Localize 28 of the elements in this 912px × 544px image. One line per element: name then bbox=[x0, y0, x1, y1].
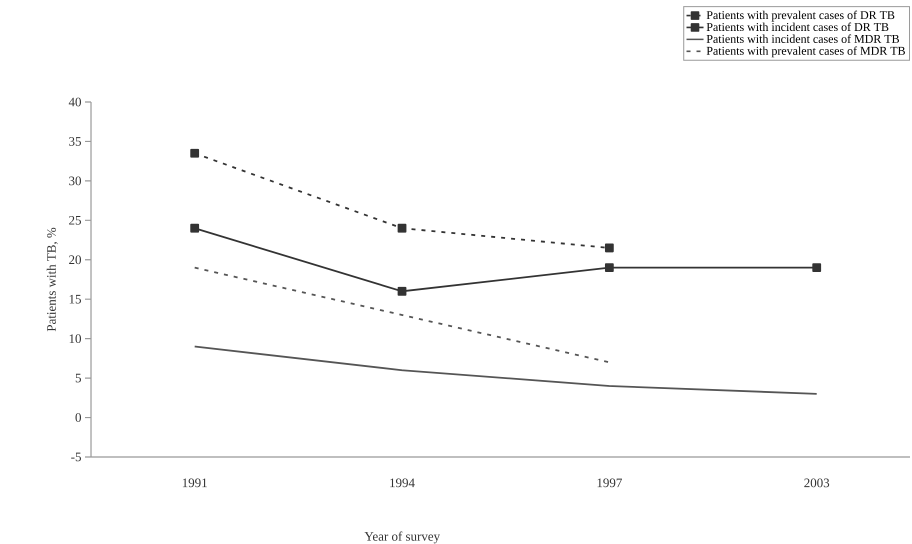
y-tick-label: 15 bbox=[70, 294, 81, 304]
point bbox=[398, 224, 406, 233]
legend-label: Patients with incident cases of MDR TB bbox=[706, 34, 899, 43]
x-tick-label: 2003 bbox=[804, 478, 830, 488]
y-tick-label: 10 bbox=[70, 334, 81, 344]
y-axis-title: Patients with TB, % bbox=[46, 228, 58, 332]
point bbox=[604, 244, 614, 252]
point bbox=[812, 263, 822, 272]
x-axis-title: Year of survey bbox=[364, 531, 440, 544]
point bbox=[398, 286, 406, 296]
y-tick-label: 0 bbox=[76, 413, 81, 422]
point bbox=[604, 263, 614, 272]
point bbox=[190, 148, 200, 158]
y-tick-label: 40 bbox=[68, 98, 81, 106]
legend-label: Patients with prevalent cases of MDR TB bbox=[706, 46, 905, 58]
x-tick-label: 1991 bbox=[182, 478, 207, 488]
line-series bbox=[194, 346, 818, 395]
y-tick-label: 30 bbox=[69, 176, 81, 186]
x-tick-label: 1997 bbox=[598, 478, 622, 488]
x-tick-label: 1994 bbox=[390, 478, 415, 488]
point bbox=[190, 224, 200, 233]
y-tick-label: 20 bbox=[69, 255, 81, 264]
legend-label: Patients with prevalent cases of DR TB bbox=[706, 10, 894, 22]
y-tick-label: -5 bbox=[71, 452, 81, 462]
y-tick-label: 25 bbox=[69, 216, 81, 225]
y-tick-label: 35 bbox=[69, 137, 81, 146]
legend-label: Patients with incident cases of DR TB bbox=[706, 22, 888, 32]
y-tick-label: 5 bbox=[76, 374, 81, 382]
